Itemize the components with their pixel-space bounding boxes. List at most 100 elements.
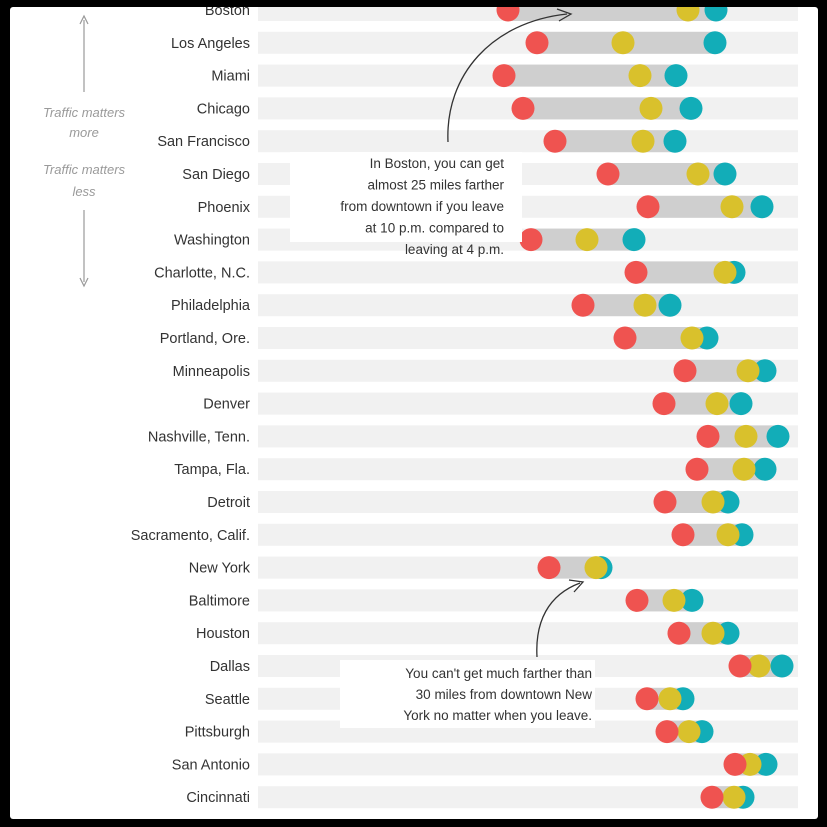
annotation-text: 30 miles from downtown New <box>416 687 593 702</box>
row-track <box>258 753 798 776</box>
data-dot <box>685 457 709 481</box>
scale-arrow-up-head <box>79 14 89 25</box>
data-dot <box>667 621 691 645</box>
data-dot <box>679 96 703 120</box>
data-dot <box>703 31 727 55</box>
data-dot <box>492 64 516 88</box>
city-label: Sacramento, Calif. <box>131 528 250 544</box>
data-dot <box>770 654 794 678</box>
data-dot <box>537 556 561 580</box>
row-track <box>258 294 798 317</box>
data-dot <box>720 195 744 219</box>
annotation-background <box>290 152 522 242</box>
annotation-text: at 10 p.m. compared to <box>365 221 504 236</box>
city-label: Pittsburgh <box>185 725 250 741</box>
data-dot <box>753 457 777 481</box>
chart-frame: Boston Los Angeles Miami Chicago San Francis… <box>10 7 818 819</box>
data-dot <box>496 7 520 22</box>
data-dot <box>625 588 649 612</box>
data-dot <box>722 785 746 809</box>
data-dot <box>766 424 790 448</box>
scale-label: Traffic matters <box>43 105 126 120</box>
city-label: Detroit <box>207 495 250 511</box>
data-dot <box>680 326 704 350</box>
city-label: Houston <box>196 626 250 642</box>
row-track <box>258 556 798 579</box>
scale-label: less <box>72 184 96 199</box>
data-dot <box>613 326 637 350</box>
scale-label: more <box>69 125 99 140</box>
data-dot <box>729 392 753 416</box>
data-dot <box>658 687 682 711</box>
range-bar <box>523 97 691 120</box>
data-dot <box>747 654 771 678</box>
data-dot <box>664 64 688 88</box>
annotation-text: leaving at 4 p.m. <box>405 242 504 257</box>
data-dot <box>543 129 567 153</box>
data-dot <box>723 752 747 776</box>
annotation-text: In Boston, you can get <box>370 156 505 171</box>
data-dot <box>631 129 655 153</box>
range-bar <box>664 392 741 415</box>
data-dot <box>624 260 648 284</box>
data-dot <box>732 457 756 481</box>
data-dot <box>652 392 676 416</box>
data-dot <box>705 392 729 416</box>
data-dot <box>575 228 599 252</box>
data-dot <box>701 621 725 645</box>
city-label: Minneapolis <box>173 364 250 380</box>
row-track <box>258 786 798 809</box>
annotation-arrow <box>447 13 568 143</box>
city-label: Los Angeles <box>171 36 250 52</box>
annotation-background <box>340 660 595 728</box>
city-label: Miami <box>211 69 250 85</box>
city-label: Dallas <box>210 659 250 675</box>
city-label: Seattle <box>205 692 250 708</box>
data-dot <box>728 654 752 678</box>
scale-arrow-down-head <box>79 277 89 288</box>
data-dot <box>686 162 710 186</box>
city-label: Denver <box>203 397 250 413</box>
data-dot <box>713 162 737 186</box>
city-label: Cincinnati <box>186 790 250 806</box>
dot-plot-chart: Boston Los Angeles Miami Chicago San Francis… <box>43 7 798 809</box>
data-dot <box>750 195 774 219</box>
data-dot <box>571 293 595 317</box>
data-dot <box>635 687 659 711</box>
data-dot <box>671 523 695 547</box>
data-dot <box>584 556 608 580</box>
range-bar <box>555 130 675 153</box>
data-dot <box>633 293 657 317</box>
annotation-arrowhead <box>556 8 573 22</box>
city-label: Portland, Ore. <box>160 331 250 347</box>
annotation-text: You can't get much farther than <box>405 666 592 681</box>
range-bar <box>636 261 734 284</box>
row-track <box>258 523 798 546</box>
data-dot <box>611 31 635 55</box>
data-dot <box>736 359 760 383</box>
row-track <box>258 589 798 612</box>
scale-label: Traffic matters <box>43 162 126 177</box>
range-bar <box>648 195 762 218</box>
data-dot <box>525 31 549 55</box>
data-dot <box>653 490 677 514</box>
data-dot <box>622 228 646 252</box>
city-label: Charlotte, N.C. <box>154 265 250 281</box>
annotation-text: from downtown if you leave <box>340 199 504 214</box>
data-dot <box>628 64 652 88</box>
data-dot <box>716 523 740 547</box>
annotation-text: York no matter when you leave. <box>403 708 592 723</box>
data-dot <box>655 720 679 744</box>
data-dot <box>753 359 777 383</box>
annotation-text: almost 25 miles farther <box>367 178 504 193</box>
data-dot <box>704 7 728 22</box>
data-dot <box>663 129 687 153</box>
city-label: San Antonio <box>172 757 250 773</box>
city-label: Tampa, Fla. <box>174 462 250 478</box>
city-label: New York <box>189 561 251 577</box>
city-label: Chicago <box>197 101 250 117</box>
data-dot <box>713 260 737 284</box>
data-dot <box>676 7 700 22</box>
data-dot <box>734 424 758 448</box>
data-dot <box>696 424 720 448</box>
